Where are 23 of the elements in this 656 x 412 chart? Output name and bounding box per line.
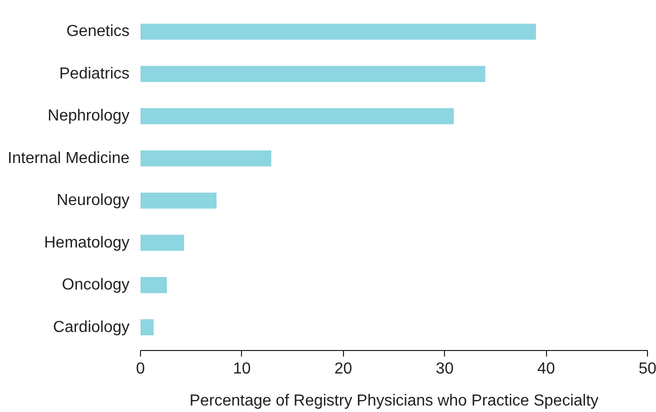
x-tick-label: 0	[136, 360, 146, 378]
y-tick-label: Internal Medicine	[8, 150, 130, 167]
bar	[140, 319, 154, 336]
y-tick-label: Neurology	[56, 192, 130, 210]
bar	[140, 192, 217, 209]
y-tick-label: Genetics	[66, 23, 130, 40]
y-tick-label: Hematology	[44, 234, 130, 252]
bar	[140, 150, 272, 166]
x-tick-label: 30	[436, 360, 454, 378]
x-tick-label: 50	[638, 360, 656, 378]
y-tick-label: Nephrology	[48, 108, 130, 125]
x-tick-label: 10	[233, 360, 251, 378]
y-tick-label: Cardiology	[53, 318, 130, 336]
y-tick-label: Oncology	[62, 276, 130, 294]
bar	[140, 108, 454, 124]
x-tick-label: 40	[537, 360, 556, 378]
bar	[140, 24, 536, 40]
y-tick-label: Pediatrics	[59, 65, 130, 82]
bar	[140, 277, 167, 294]
bar	[140, 234, 184, 251]
bar	[140, 66, 486, 82]
x-axis-title: Percentage of Registry Physicians who Practice Specialty	[189, 392, 599, 410]
x-tick-label: 20	[334, 360, 352, 378]
